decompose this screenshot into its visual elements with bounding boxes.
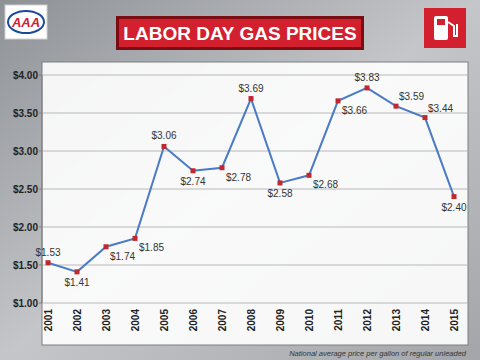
y-tick-label: $1.50 xyxy=(13,260,38,271)
data-label: $2.74 xyxy=(180,176,205,187)
icon-hose xyxy=(448,22,457,36)
x-tick-label: 2012 xyxy=(362,309,373,332)
marker xyxy=(336,98,341,103)
data-label: $1.74 xyxy=(110,251,135,262)
grid-line xyxy=(42,75,468,76)
marker xyxy=(365,85,370,90)
logo-box xyxy=(5,5,47,39)
marker xyxy=(278,180,283,185)
grid-line xyxy=(42,303,468,304)
x-tick-label: 2008 xyxy=(246,309,257,332)
y-axis-line xyxy=(42,75,43,303)
data-label: $3.69 xyxy=(238,83,263,94)
y-tick-label: $2.50 xyxy=(13,184,38,195)
grid-line xyxy=(42,227,468,228)
marker xyxy=(394,104,399,109)
x-tick-label: 2009 xyxy=(275,309,286,332)
x-tick-label: 2007 xyxy=(217,309,228,332)
title-box xyxy=(119,19,361,47)
marker xyxy=(162,144,167,149)
logo-oval xyxy=(8,11,44,33)
x-tick-label: 2015 xyxy=(449,309,460,332)
x-tick-label: 2010 xyxy=(304,309,315,332)
data-label: $1.41 xyxy=(64,277,89,288)
chart-root: AAA LABOR DAY GAS PRICES $1.00 $1.50 $2.00 $2… xyxy=(0,0,480,360)
grid-line xyxy=(42,265,468,266)
data-label: $3.66 xyxy=(342,105,367,116)
plot-panel xyxy=(42,62,468,345)
marker xyxy=(191,168,196,173)
y-tick-label: $4.00 xyxy=(13,70,38,81)
x-tick-label: 2005 xyxy=(159,309,170,332)
data-label: $3.06 xyxy=(151,130,176,141)
background xyxy=(0,0,480,360)
data-label: $1.53 xyxy=(35,247,60,258)
data-label: $2.68 xyxy=(313,179,338,190)
logo-text: AAA xyxy=(11,15,40,30)
y-tick-label: $3.50 xyxy=(13,108,38,119)
marker xyxy=(104,244,109,249)
y-tick-label: $2.00 xyxy=(13,222,38,233)
marker xyxy=(307,173,312,178)
data-group xyxy=(46,85,457,274)
marker xyxy=(133,236,138,241)
marker xyxy=(46,260,51,265)
marker xyxy=(452,194,457,199)
x-tick-label: 2014 xyxy=(420,309,431,332)
marker xyxy=(423,115,428,120)
price-line xyxy=(48,88,454,272)
y-tick-label: $1.00 xyxy=(13,298,38,309)
icon-box xyxy=(424,8,466,48)
x-tick-label: 2004 xyxy=(130,309,141,332)
icon-window xyxy=(437,19,445,25)
data-label: $2.58 xyxy=(267,188,292,199)
marker xyxy=(75,269,80,274)
x-tick-label: 2011 xyxy=(333,309,344,331)
grid-line xyxy=(42,189,468,190)
title: LABOR DAY GAS PRICES xyxy=(123,23,356,44)
x-tick-label: 2001 xyxy=(43,309,54,332)
chart-svg: AAA LABOR DAY GAS PRICES $1.00 $1.50 $2.00 $2… xyxy=(0,0,480,360)
title-border xyxy=(116,16,364,50)
icon-pump xyxy=(434,16,448,40)
footnote: National average price per gallon of reg… xyxy=(289,349,467,358)
data-label: $2.40 xyxy=(441,202,466,213)
grid-line xyxy=(42,151,468,152)
data-label: $1.85 xyxy=(139,242,164,253)
data-label: $3.83 xyxy=(354,72,379,83)
marker xyxy=(220,165,225,170)
data-label: $3.44 xyxy=(428,103,453,114)
marker xyxy=(249,96,254,101)
x-tick-label: 2006 xyxy=(188,309,199,332)
x-tick-label: 2002 xyxy=(72,309,83,332)
data-label: $2.78 xyxy=(226,172,251,183)
y-tick-label: $3.00 xyxy=(13,146,38,157)
x-tick-label: 2003 xyxy=(101,309,112,332)
data-label: $3.59 xyxy=(399,91,424,102)
x-tick-label: 2013 xyxy=(391,309,402,332)
